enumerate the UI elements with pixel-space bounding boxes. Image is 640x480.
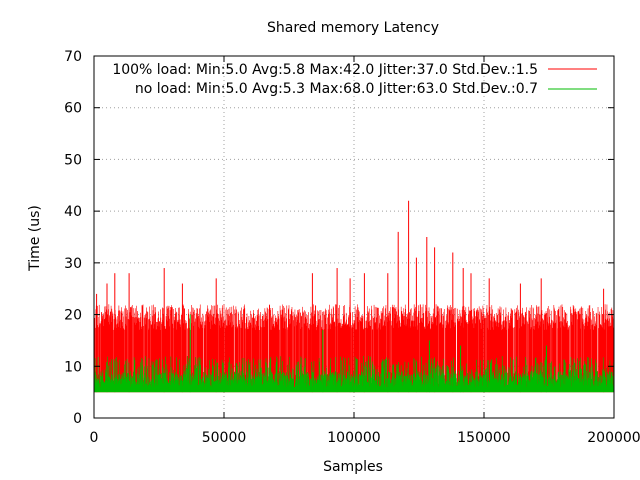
chart-title: Shared memory Latency — [267, 20, 439, 36]
y-tick-label: 0 — [73, 411, 82, 427]
axis-ticks: 0 50000 100000 150000 200000 0 10 20 30 40 50 60 70 — [64, 49, 640, 446]
y-tick-label: 10 — [64, 359, 82, 375]
y-tick-label: 40 — [64, 204, 82, 220]
y-tick-label: 20 — [64, 308, 82, 324]
y-tick-label: 60 — [64, 101, 82, 117]
legend: 100% load: Min:5.0 Avg:5.8 Max:42.0 Jitt… — [112, 62, 597, 97]
x-tick-label: 0 — [90, 430, 99, 446]
legend-label-no-load: no load: Min:5.0 Avg:5.3 Max:68.0 Jitter… — [135, 81, 538, 97]
x-axis-label: Samples — [323, 459, 383, 475]
y-axis-label: Time (us) — [27, 205, 43, 272]
y-tick-label: 70 — [64, 49, 82, 65]
y-tick-label: 50 — [64, 152, 82, 168]
x-tick-label: 150000 — [457, 430, 510, 446]
y-tick-label: 30 — [64, 256, 82, 272]
x-tick-label: 200000 — [587, 430, 640, 446]
x-tick-label: 50000 — [202, 430, 247, 446]
legend-label-100-load: 100% load: Min:5.0 Avg:5.8 Max:42.0 Jitt… — [112, 62, 538, 78]
x-tick-label: 100000 — [327, 430, 380, 446]
